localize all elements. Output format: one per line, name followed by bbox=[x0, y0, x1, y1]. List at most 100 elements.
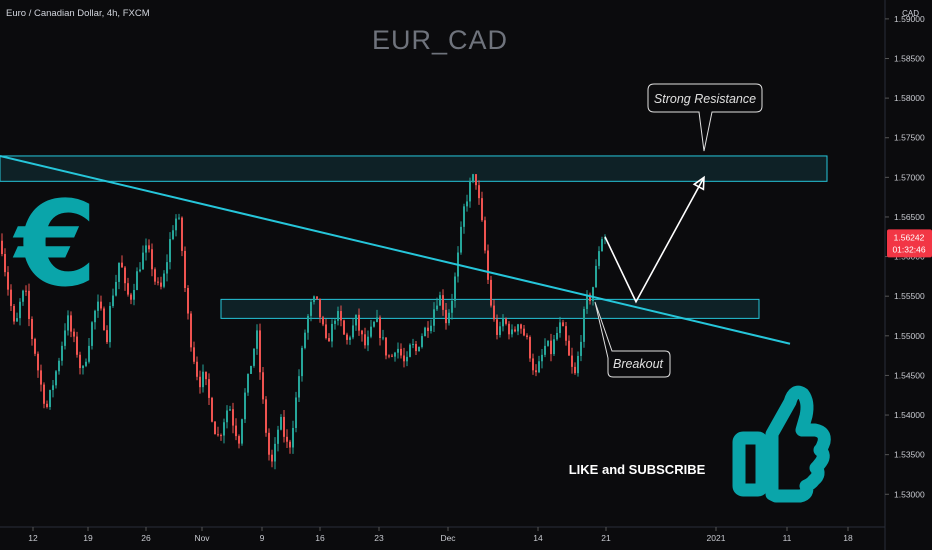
candle-body bbox=[559, 322, 561, 333]
candle-body bbox=[16, 318, 18, 322]
candle-body bbox=[391, 355, 393, 357]
euro-symbol-icon: € bbox=[12, 175, 97, 313]
candle-body bbox=[304, 332, 306, 348]
price-tick-label: 1.55000 bbox=[894, 331, 925, 341]
candle-body bbox=[127, 283, 129, 295]
candle-body bbox=[229, 409, 231, 411]
candle-body bbox=[319, 298, 321, 318]
candle-body bbox=[463, 206, 465, 227]
candle-body bbox=[529, 337, 531, 359]
candle-body bbox=[85, 361, 87, 366]
candle-body bbox=[181, 217, 183, 251]
candle-body bbox=[481, 198, 483, 221]
candle-body bbox=[583, 308, 585, 342]
price-tick-label: 1.54500 bbox=[894, 370, 925, 380]
candle-body bbox=[271, 454, 273, 462]
candle-body bbox=[580, 341, 582, 356]
price-tick-label: 1.56500 bbox=[894, 212, 925, 222]
candle-body bbox=[523, 328, 525, 336]
candle-body bbox=[334, 320, 336, 324]
candle-body bbox=[22, 290, 24, 302]
candle-body bbox=[292, 427, 294, 448]
candle-body bbox=[460, 226, 462, 253]
candle-body bbox=[67, 315, 69, 331]
candle-body bbox=[175, 218, 177, 231]
candle-body bbox=[256, 330, 258, 349]
candle-body bbox=[169, 239, 171, 263]
resistance-zone[interactable] bbox=[0, 155, 828, 182]
candle-body bbox=[250, 365, 252, 374]
candle-body bbox=[178, 217, 180, 219]
candle-body bbox=[100, 301, 102, 309]
candle-body bbox=[367, 336, 369, 346]
candle-body bbox=[13, 305, 15, 322]
symbol-description[interactable]: Euro / Canadian Dollar, 4h, FXCM bbox=[6, 8, 150, 19]
candle-body bbox=[70, 315, 72, 332]
candle-body bbox=[46, 403, 48, 408]
candle-body bbox=[154, 269, 156, 282]
candle-body bbox=[469, 181, 471, 202]
time-tick-label: 16 bbox=[315, 533, 325, 543]
candle-body bbox=[244, 392, 246, 420]
candle-body bbox=[589, 294, 591, 302]
candle-body bbox=[361, 330, 363, 335]
candle-body bbox=[349, 337, 351, 340]
candle-body bbox=[193, 347, 195, 362]
candle-body bbox=[49, 390, 51, 408]
candle-body bbox=[124, 267, 126, 284]
candle-body bbox=[97, 301, 99, 311]
breakout-callout[interactable]: Breakout bbox=[594, 301, 671, 378]
candle-body bbox=[430, 325, 432, 332]
candle-body bbox=[232, 409, 234, 426]
candle-body bbox=[370, 326, 372, 337]
candle-body bbox=[493, 305, 495, 320]
candle-body bbox=[295, 397, 297, 428]
candle-body bbox=[592, 287, 594, 302]
candle-body bbox=[268, 432, 270, 455]
time-tick-label: 9 bbox=[260, 533, 265, 543]
candle-body bbox=[568, 340, 570, 356]
candle-body bbox=[202, 371, 204, 388]
candle-body bbox=[406, 356, 408, 362]
candle-body bbox=[235, 425, 237, 437]
candle-body bbox=[439, 295, 441, 306]
candle-body bbox=[187, 287, 189, 314]
candle-body bbox=[355, 314, 357, 326]
candle-body bbox=[76, 336, 78, 355]
candle-body bbox=[280, 416, 282, 430]
candle-body bbox=[382, 337, 384, 339]
candle-body bbox=[163, 273, 165, 287]
candle-body bbox=[307, 315, 309, 333]
candle-body bbox=[211, 397, 213, 422]
strong-resistance-callout[interactable]: Strong Resistance bbox=[647, 83, 763, 152]
candle-body bbox=[325, 324, 327, 339]
candle-body bbox=[208, 379, 210, 398]
candle-body bbox=[451, 300, 453, 313]
candle-body bbox=[598, 251, 600, 266]
price-tick-label: 1.57000 bbox=[894, 172, 925, 182]
trend-line[interactable] bbox=[0, 154, 791, 345]
candle-body bbox=[199, 376, 201, 388]
candle-body bbox=[532, 358, 534, 371]
candle-body bbox=[490, 279, 492, 306]
candle-body bbox=[331, 323, 333, 342]
candle-body bbox=[562, 322, 564, 327]
candle-body bbox=[394, 352, 396, 357]
price-tick-label: 1.59000 bbox=[894, 14, 925, 24]
candle-body bbox=[259, 330, 261, 373]
candle-body bbox=[322, 317, 324, 325]
candle-body bbox=[79, 354, 81, 369]
thumbs-up-icon bbox=[732, 385, 831, 503]
candle-body bbox=[472, 174, 474, 182]
candle-body bbox=[526, 335, 528, 338]
candle-body bbox=[421, 336, 423, 347]
projection-path[interactable] bbox=[604, 176, 705, 304]
candle-body bbox=[499, 326, 501, 335]
candle-body bbox=[28, 290, 30, 319]
breakout-label: Breakout bbox=[613, 357, 664, 371]
time-tick-label: Dec bbox=[440, 533, 456, 543]
candle-body bbox=[274, 443, 276, 462]
candle-body bbox=[574, 366, 576, 374]
candle-body bbox=[34, 339, 36, 354]
